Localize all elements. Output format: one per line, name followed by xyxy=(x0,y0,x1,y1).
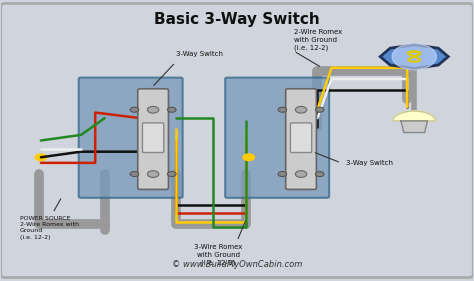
Text: 3-Way Switch: 3-Way Switch xyxy=(346,160,392,166)
Text: POWER SOURCE
2-Wire Romex with
Ground
(i.e. 12-2): POWER SOURCE 2-Wire Romex with Ground (i… xyxy=(19,216,79,240)
Circle shape xyxy=(130,107,139,112)
Circle shape xyxy=(167,171,176,176)
Text: Basic 3-Way Switch: Basic 3-Way Switch xyxy=(154,12,320,27)
Circle shape xyxy=(295,106,307,113)
Circle shape xyxy=(147,106,159,113)
Polygon shape xyxy=(380,45,448,69)
Circle shape xyxy=(316,107,324,112)
Circle shape xyxy=(147,171,159,177)
FancyBboxPatch shape xyxy=(225,78,329,198)
FancyBboxPatch shape xyxy=(0,3,474,278)
Polygon shape xyxy=(401,121,428,133)
Circle shape xyxy=(130,171,139,176)
Circle shape xyxy=(316,171,324,176)
Circle shape xyxy=(243,154,255,161)
Circle shape xyxy=(278,171,287,176)
Text: 3-Way Switch: 3-Way Switch xyxy=(175,51,223,56)
Text: © www.BuildMyOwnCabin.com: © www.BuildMyOwnCabin.com xyxy=(172,260,302,269)
Circle shape xyxy=(295,171,307,177)
Text: 2-Wire Romex
with Ground
(i.e. 12-2): 2-Wire Romex with Ground (i.e. 12-2) xyxy=(294,29,342,51)
FancyBboxPatch shape xyxy=(138,89,168,189)
FancyBboxPatch shape xyxy=(286,89,317,189)
Circle shape xyxy=(167,107,176,112)
Circle shape xyxy=(35,154,46,161)
FancyBboxPatch shape xyxy=(143,123,164,153)
Circle shape xyxy=(392,44,437,70)
Circle shape xyxy=(278,107,287,112)
FancyBboxPatch shape xyxy=(291,123,312,153)
Polygon shape xyxy=(393,111,436,121)
Text: 3-Wire Romex
with Ground
(i.e. 12-3): 3-Wire Romex with Ground (i.e. 12-3) xyxy=(194,244,242,266)
FancyBboxPatch shape xyxy=(79,78,182,198)
